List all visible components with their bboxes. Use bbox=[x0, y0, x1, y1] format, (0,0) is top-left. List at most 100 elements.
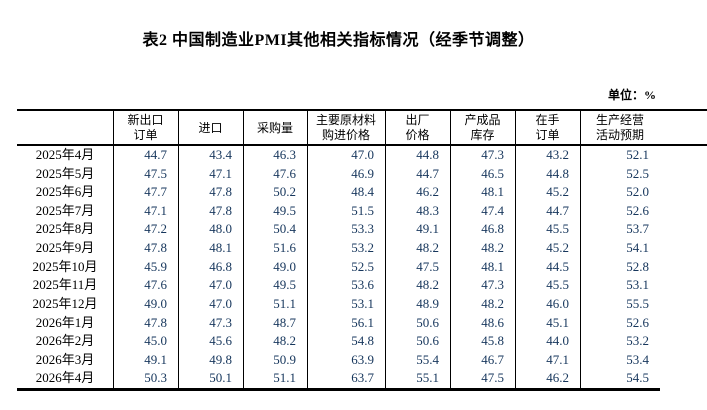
cell-value: 50.3 bbox=[144, 370, 167, 386]
header-new-export-orders: 新出口 订单 bbox=[127, 113, 164, 142]
cell-value: 47.4 bbox=[481, 202, 504, 218]
cell-value: 47.1 bbox=[209, 165, 232, 181]
cell-value: 53.7 bbox=[626, 221, 649, 237]
cell-value: 52.0 bbox=[626, 184, 649, 200]
cell-value: 47.2 bbox=[144, 221, 167, 237]
cell-value: 44.8 bbox=[416, 147, 439, 162]
cell-value: 47.1 bbox=[546, 351, 569, 367]
cell-value: 45.0 bbox=[144, 333, 167, 349]
cell-value: 48.0 bbox=[209, 221, 232, 237]
cell-value: 43.2 bbox=[546, 147, 569, 162]
cell-value: 50.2 bbox=[273, 184, 296, 200]
cell-value: 53.4 bbox=[626, 351, 649, 367]
cell-value: 45.8 bbox=[481, 333, 504, 349]
cell-value: 48.1 bbox=[481, 258, 504, 274]
row-month-label: 2025年9月 bbox=[35, 240, 95, 256]
column-divider bbox=[385, 110, 386, 389]
cell-value: 45.5 bbox=[546, 221, 569, 237]
cell-value: 52.1 bbox=[626, 147, 649, 162]
column-divider bbox=[113, 110, 114, 389]
cell-value: 49.1 bbox=[144, 351, 167, 367]
row-month-label: 2025年8月 bbox=[35, 221, 95, 237]
row-month-label: 2025年5月 bbox=[35, 165, 95, 181]
cell-value: 48.2 bbox=[481, 240, 504, 256]
table-bottom-rule bbox=[17, 388, 660, 391]
column-divider bbox=[178, 110, 179, 389]
cell-value: 55.1 bbox=[416, 370, 439, 386]
cell-value: 49.5 bbox=[273, 277, 296, 293]
cell-value: 48.2 bbox=[481, 295, 504, 311]
cell-value: 46.5 bbox=[481, 165, 504, 181]
cell-value: 54.8 bbox=[351, 333, 374, 349]
cell-value: 45.5 bbox=[546, 277, 569, 293]
cell-value: 45.1 bbox=[546, 314, 569, 330]
row-month-label: 2025年11月 bbox=[32, 277, 98, 293]
cell-value: 51.6 bbox=[273, 240, 296, 256]
cell-value: 52.6 bbox=[626, 314, 649, 330]
cell-value: 53.2 bbox=[351, 240, 374, 256]
cell-value: 47.6 bbox=[273, 165, 296, 181]
cell-value: 47.0 bbox=[351, 147, 374, 162]
cell-value: 55.5 bbox=[626, 295, 649, 311]
column-divider bbox=[243, 110, 244, 389]
cell-value: 53.2 bbox=[626, 333, 649, 349]
cell-value: 46.0 bbox=[546, 295, 569, 311]
header-ex-factory-price: 出厂 价格 bbox=[405, 113, 430, 142]
cell-value: 44.7 bbox=[416, 165, 439, 181]
cell-value: 47.8 bbox=[209, 184, 232, 200]
cell-value: 47.3 bbox=[481, 147, 504, 162]
row-month-label: 2026年3月 bbox=[35, 351, 95, 367]
cell-value: 47.8 bbox=[144, 240, 167, 256]
cell-value: 52.6 bbox=[626, 202, 649, 218]
cell-value: 48.2 bbox=[273, 333, 296, 349]
cell-value: 45.2 bbox=[546, 240, 569, 256]
cell-value: 47.3 bbox=[209, 314, 232, 330]
cell-value: 47.0 bbox=[209, 295, 232, 311]
header-imports: 进口 bbox=[198, 120, 223, 135]
cell-value: 46.2 bbox=[546, 370, 569, 386]
cell-value: 44.7 bbox=[546, 202, 569, 218]
page-title: 表2 中国制造业PMI其他相关指标情况（经季节调整） bbox=[142, 32, 535, 49]
column-divider bbox=[515, 110, 516, 389]
cell-value: 50.6 bbox=[416, 333, 439, 349]
cell-value: 49.0 bbox=[144, 295, 167, 311]
cell-value: 54.1 bbox=[626, 240, 649, 256]
cell-value: 55.4 bbox=[416, 351, 439, 367]
unit-label: 单位：% bbox=[607, 88, 656, 102]
cell-value: 48.2 bbox=[416, 277, 439, 293]
cell-value: 44.5 bbox=[546, 258, 569, 274]
cell-value: 48.1 bbox=[209, 240, 232, 256]
row-month-label: 2026年4月 bbox=[35, 370, 95, 386]
cell-value: 50.4 bbox=[273, 221, 296, 237]
cell-value: 63.7 bbox=[351, 370, 374, 386]
cell-value: 53.1 bbox=[351, 295, 374, 311]
cell-value: 51.1 bbox=[273, 370, 296, 386]
cell-value: 52.5 bbox=[626, 165, 649, 181]
cell-value: 46.3 bbox=[273, 147, 296, 162]
row-month-label: 2025年6月 bbox=[35, 184, 95, 200]
cell-value: 48.6 bbox=[481, 314, 504, 330]
cell-value: 44.8 bbox=[546, 165, 569, 181]
cell-value: 48.7 bbox=[273, 314, 296, 330]
cell-value: 47.1 bbox=[144, 202, 167, 218]
cell-value: 44.0 bbox=[546, 333, 569, 349]
cell-value: 45.6 bbox=[209, 333, 232, 349]
header-finished-goods-inventory: 产成品 库存 bbox=[464, 113, 501, 142]
cell-value: 45.9 bbox=[144, 258, 167, 274]
cell-value: 51.1 bbox=[273, 295, 296, 311]
row-month-label: 2026年1月 bbox=[35, 314, 95, 330]
column-divider bbox=[580, 110, 581, 389]
cell-value: 47.5 bbox=[416, 258, 439, 274]
cell-value: 53.6 bbox=[351, 277, 374, 293]
header-production-business-expectation: 生产经营 活动预期 bbox=[595, 113, 644, 142]
column-divider bbox=[450, 110, 451, 389]
cell-value: 45.2 bbox=[546, 184, 569, 200]
cell-value: 53.1 bbox=[626, 277, 649, 293]
cell-value: 46.7 bbox=[481, 351, 504, 367]
cell-value: 47.5 bbox=[144, 165, 167, 181]
cell-value: 43.4 bbox=[209, 147, 232, 162]
cell-value: 50.6 bbox=[416, 314, 439, 330]
cell-value: 48.2 bbox=[416, 240, 439, 256]
cell-value: 52.8 bbox=[626, 258, 649, 274]
cell-value: 48.4 bbox=[351, 184, 374, 200]
